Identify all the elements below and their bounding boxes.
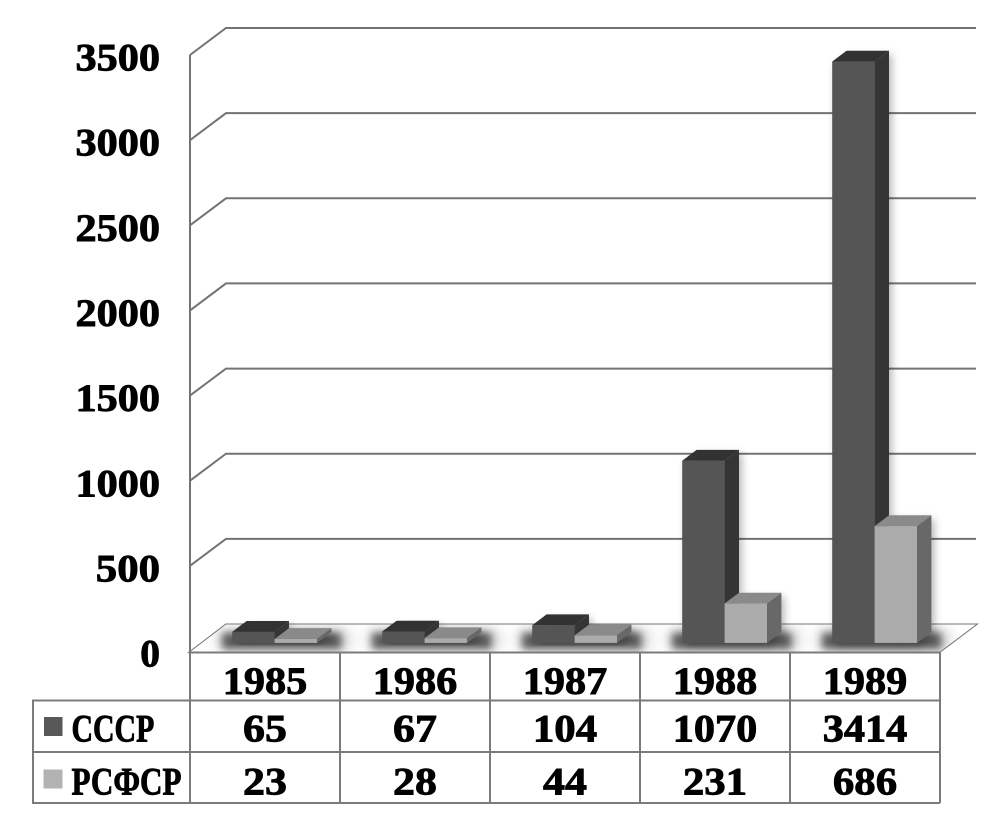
svg-text:1070: 1070 xyxy=(673,707,758,751)
svg-text:3000: 3000 xyxy=(76,121,161,165)
svg-text:65: 65 xyxy=(243,707,287,751)
svg-text:2500: 2500 xyxy=(76,206,161,250)
svg-text:3414: 3414 xyxy=(823,707,908,751)
svg-text:104: 104 xyxy=(533,707,597,751)
svg-text:231: 231 xyxy=(683,759,747,803)
svg-text:500: 500 xyxy=(96,546,160,590)
svg-text:1000: 1000 xyxy=(76,461,161,505)
svg-text:23: 23 xyxy=(243,759,287,803)
svg-text:44: 44 xyxy=(543,759,587,803)
svg-text:1500: 1500 xyxy=(76,376,161,420)
svg-text:67: 67 xyxy=(393,707,437,751)
svg-text:28: 28 xyxy=(393,759,437,803)
svg-text:0: 0 xyxy=(140,632,160,676)
svg-text:1986: 1986 xyxy=(373,659,458,703)
svg-text:686: 686 xyxy=(833,759,897,803)
svg-text:1989: 1989 xyxy=(823,659,908,703)
svg-text:1987: 1987 xyxy=(523,659,608,703)
svg-text:3500: 3500 xyxy=(76,36,161,80)
svg-text:СССР: СССР xyxy=(72,707,155,751)
svg-text:2000: 2000 xyxy=(76,291,161,335)
svg-text:РСФСР: РСФСР xyxy=(72,760,182,804)
svg-text:1985: 1985 xyxy=(223,659,308,703)
svg-text:1988: 1988 xyxy=(673,659,758,703)
